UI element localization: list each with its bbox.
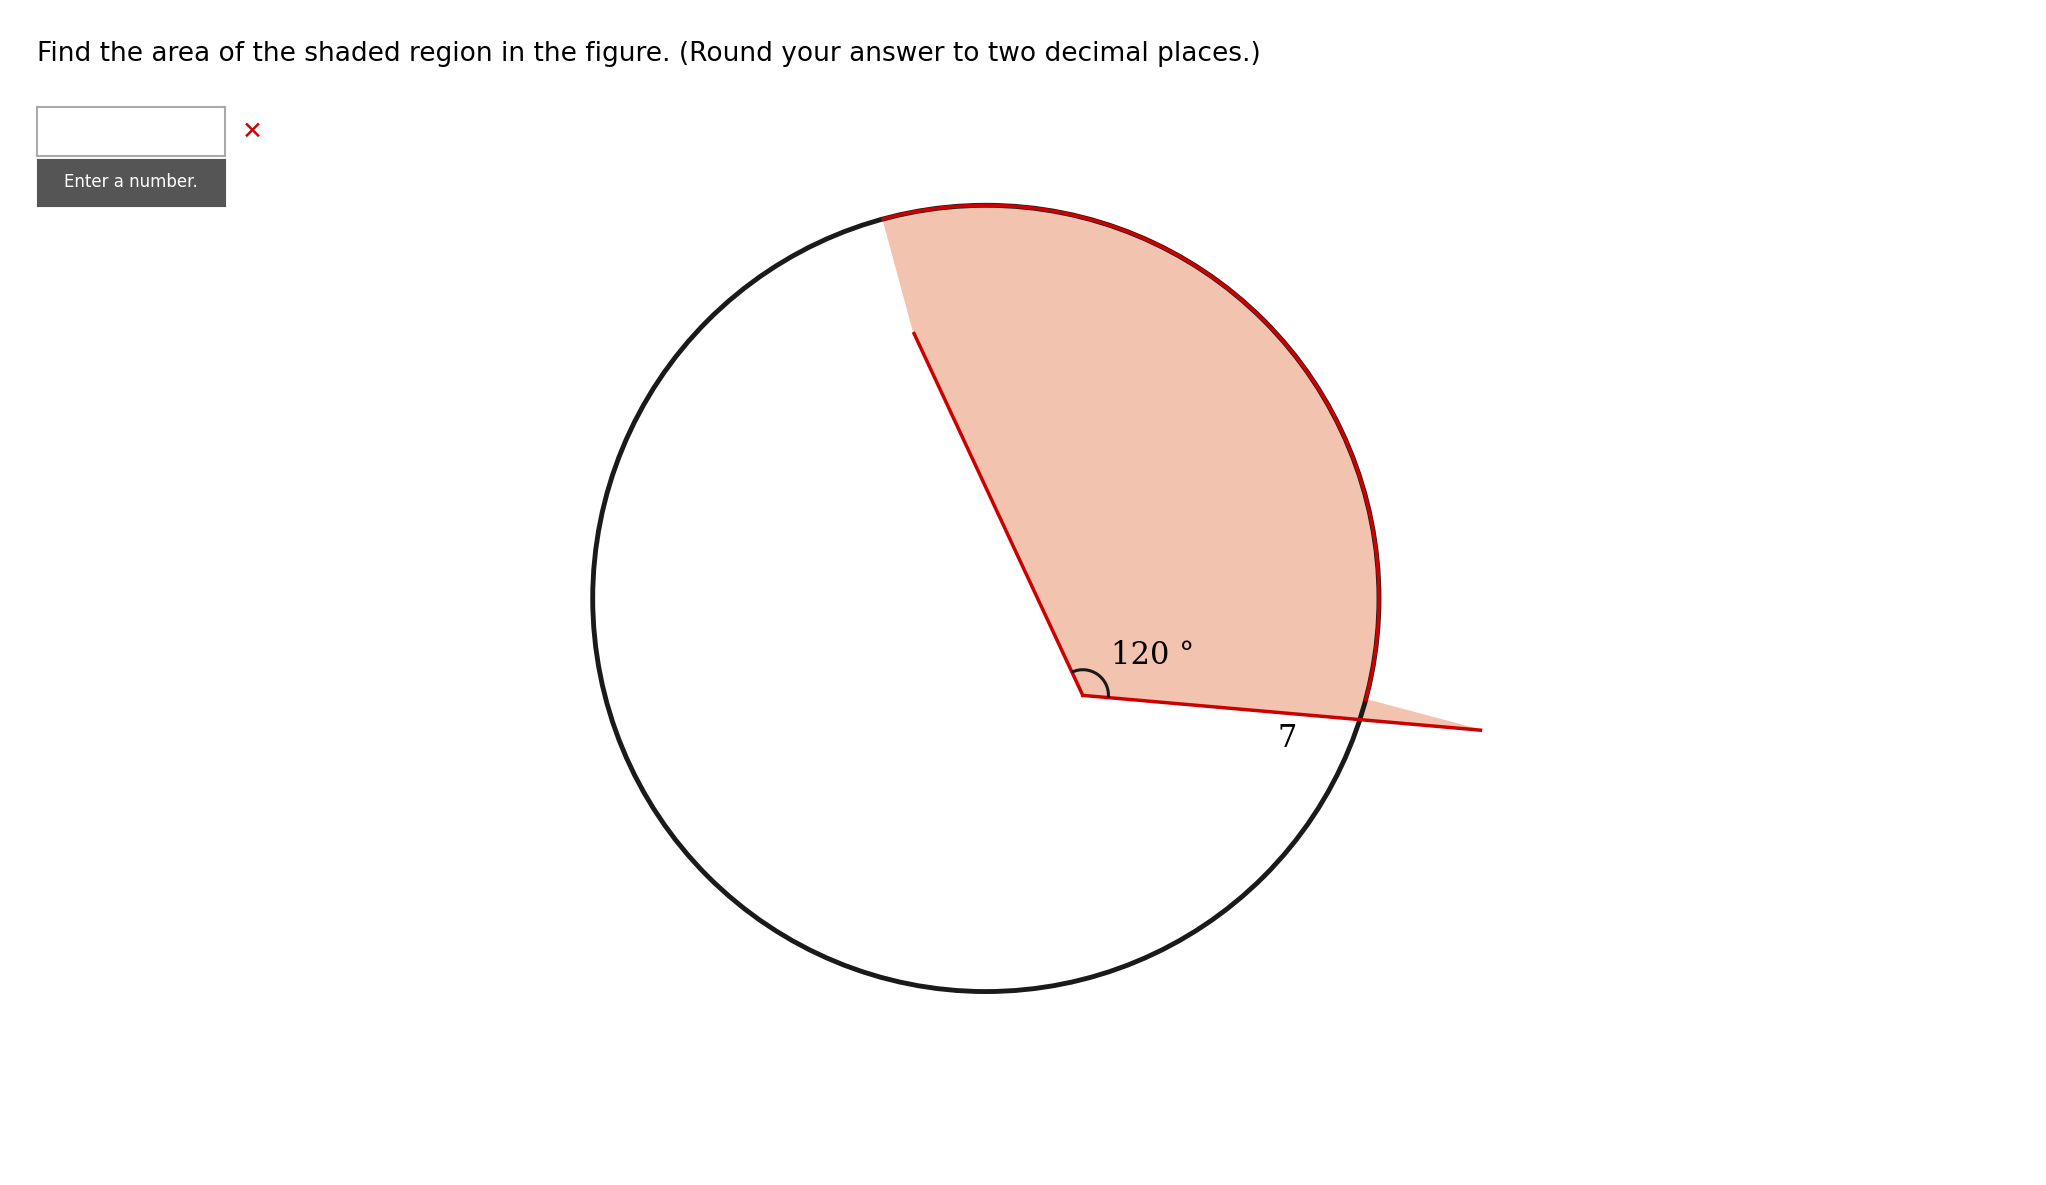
- Text: ✕: ✕: [241, 120, 262, 143]
- Polygon shape: [884, 205, 1481, 730]
- Text: 120 °: 120 °: [1111, 640, 1195, 671]
- Text: 7: 7: [1277, 723, 1297, 754]
- Text: Enter a number.: Enter a number.: [63, 173, 198, 192]
- Text: Find the area of the shaded region in the figure. (Round your answer to two deci: Find the area of the shaded region in th…: [37, 41, 1260, 68]
